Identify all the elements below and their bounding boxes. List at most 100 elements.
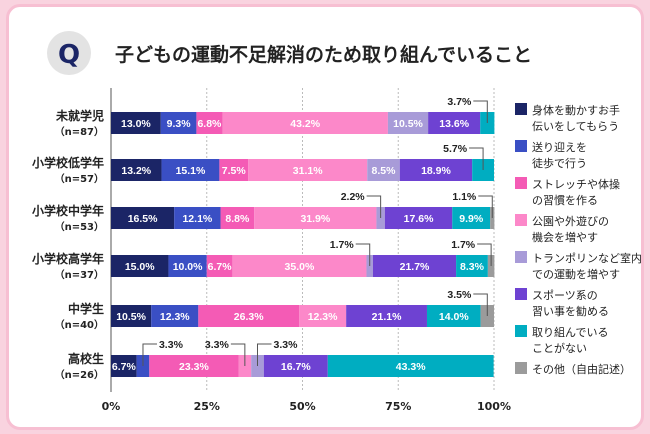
bar-segment (263, 355, 328, 377)
callout-label: 1.1% (452, 191, 477, 203)
callout-line (473, 100, 488, 123)
data-label: 9.9% (459, 213, 484, 225)
data-label: 14.0% (439, 311, 469, 323)
callout-label: 2.2% (341, 191, 366, 203)
legend-swatch (515, 362, 527, 374)
bar-segment (219, 159, 249, 181)
category-n: （n=26） (55, 368, 104, 381)
bar-segment (111, 255, 169, 277)
callout-line (230, 343, 246, 366)
data-label: 16.7% (281, 361, 311, 373)
data-label: 10.5% (116, 311, 146, 323)
bar-segment (160, 112, 197, 134)
bar-segment (456, 255, 488, 277)
category-label: 未就学児 (55, 108, 104, 123)
x-tick-label: 75% (385, 400, 411, 413)
bar-segment (367, 159, 400, 181)
bar-segment (232, 255, 367, 277)
legend-label: 送り迎えを (532, 140, 587, 154)
callout-line (477, 243, 492, 266)
data-label: 8.3% (460, 261, 485, 273)
callout-label: 3.5% (447, 289, 472, 301)
data-label: 17.6% (404, 213, 434, 225)
legend-label: 身体を動かすお手 (532, 103, 620, 117)
data-label: 8.5% (372, 165, 397, 177)
legend-label: 公園や外遊びの (532, 214, 609, 228)
data-label: 26.3% (234, 311, 264, 323)
legend-label: ことがない (532, 341, 587, 355)
bar-segment (372, 255, 457, 277)
bar-segment (327, 355, 494, 377)
q-badge-letter: Q (58, 40, 80, 70)
data-label: 8.8% (225, 213, 250, 225)
legend-swatch (515, 140, 527, 152)
legend-swatch (515, 288, 527, 300)
data-label: 12.3% (160, 311, 190, 323)
category-n: （n=40） (55, 318, 104, 331)
callout-line (355, 243, 371, 266)
legend-label: トランポリンなど室内 (532, 251, 642, 265)
bar-segment (111, 112, 161, 134)
callout-label: 3.7% (447, 96, 472, 108)
callout-label: 3.3% (159, 339, 184, 351)
data-label: 31.9% (300, 213, 330, 225)
bar-segment (174, 207, 221, 229)
data-label: 35.0% (285, 261, 315, 273)
legend-label: 取り組んでいる (532, 326, 608, 339)
data-label: 10.0% (173, 261, 203, 273)
bar-segment (426, 305, 481, 327)
category-n: （n=37） (55, 268, 104, 281)
legend-swatch (515, 103, 527, 115)
bar-segment (452, 207, 491, 229)
data-label: 23.3% (179, 361, 209, 373)
bar-segment (254, 207, 377, 229)
callout-line (256, 343, 272, 366)
bar-segment (111, 305, 152, 327)
data-label: 43.3% (396, 361, 426, 373)
legend-label: その他（自由記述） (532, 362, 631, 376)
callout-label: 1.7% (451, 239, 476, 251)
legend-label: の習慣を作る (532, 193, 598, 207)
data-label: 21.1% (372, 311, 402, 323)
data-label: 9.3% (167, 118, 192, 130)
callout-label: 3.3% (273, 339, 298, 351)
bar-segment (399, 159, 473, 181)
callout-label: 1.7% (330, 239, 355, 251)
data-label: 16.5% (128, 213, 158, 225)
data-label: 31.1% (293, 165, 323, 177)
bar-segment (248, 159, 368, 181)
legend-label: 徒歩で行う (532, 156, 587, 170)
bar-segment (222, 112, 388, 134)
category-n: （n=53） (55, 220, 104, 233)
bar-segment (346, 305, 427, 327)
data-label: 10.5% (393, 118, 423, 130)
category-label: 小学校中学年 (32, 203, 104, 218)
category-label: 高校生 (68, 351, 104, 366)
bar-segment (220, 207, 255, 229)
bar-segment (111, 207, 175, 229)
bar-segment (299, 305, 347, 327)
legend-label: 習い事を勧める (532, 304, 609, 318)
data-label: 13.2% (121, 165, 151, 177)
bar-segment (151, 305, 199, 327)
bar-segment (149, 355, 239, 377)
legend-swatch (515, 177, 527, 189)
legend-label: 機会を増やす (532, 230, 598, 244)
x-tick-label: 0% (102, 400, 121, 413)
bar-segment (428, 112, 481, 134)
callout-line (366, 195, 382, 218)
data-label: 12.1% (182, 213, 212, 225)
bar-segment (161, 159, 220, 181)
legend-label: 伝いをしてもらう (532, 120, 619, 133)
data-label: 13.6% (439, 118, 469, 130)
category-n: （n=57） (55, 172, 104, 185)
callout-line (142, 343, 157, 366)
bar-segment (168, 255, 207, 277)
callout-line (469, 147, 484, 170)
bar-segment (387, 112, 429, 134)
data-label: 13.0% (121, 118, 151, 130)
chart-title: 子どもの運動不足解消のため取り組んでいること (115, 43, 532, 66)
legend-swatch (515, 251, 527, 263)
data-label: 15.1% (176, 165, 206, 177)
